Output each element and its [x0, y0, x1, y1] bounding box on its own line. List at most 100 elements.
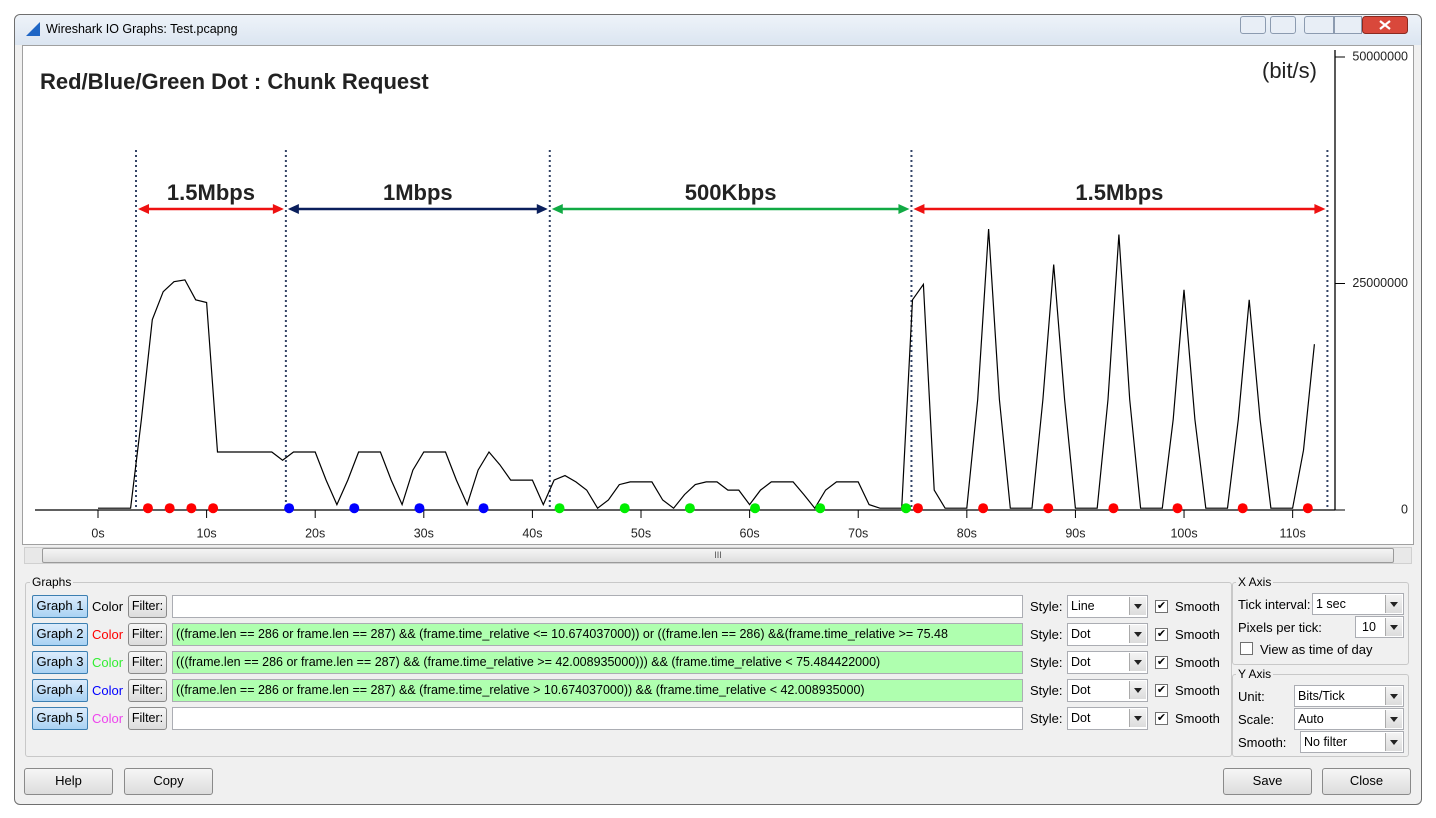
help-button[interactable]: Help	[24, 768, 113, 795]
app-icon	[26, 22, 40, 36]
x-tick-label: 60s	[740, 526, 760, 540]
dropdown-arrow	[1129, 681, 1146, 699]
dropdown-arrow	[1385, 595, 1402, 613]
style-value: Dot	[1071, 711, 1091, 725]
filter-input[interactable]	[172, 707, 1023, 730]
y-tick-label: 0	[1401, 502, 1408, 516]
x-tick-label: 50s	[631, 526, 651, 540]
x-tick-label: 40s	[522, 526, 542, 540]
chunk-request-dot	[684, 503, 695, 514]
filter-input[interactable]: (((frame.len == 286 or frame.len == 287)…	[172, 651, 1023, 674]
graph-button[interactable]: Graph 5	[32, 707, 88, 730]
y-axis-group	[1232, 674, 1409, 757]
traffic-line	[98, 229, 1315, 510]
title-bar	[15, 15, 1421, 45]
x-axis-group	[1232, 582, 1409, 665]
style-value: Dot	[1071, 683, 1091, 697]
smooth-checkbox[interactable]: ✔	[1155, 656, 1168, 669]
chunk-request-dot	[978, 503, 989, 514]
dropdown-arrow	[1385, 618, 1402, 636]
chunk-request-dot	[284, 503, 295, 514]
y-tick-label: 50000000	[1352, 49, 1408, 63]
nav-button[interactable]	[1240, 16, 1266, 34]
smooth-checkbox[interactable]: ✔	[1155, 684, 1168, 697]
arrow-head	[536, 204, 548, 214]
scale-label: Scale:	[1238, 712, 1275, 727]
close-button[interactable]: Close	[1322, 768, 1411, 795]
chunk-request-dot	[619, 503, 630, 514]
color-label[interactable]: Color	[92, 711, 124, 726]
chunk-request-dot	[901, 503, 912, 514]
filter-button[interactable]: Filter:	[128, 651, 167, 674]
smooth-checkbox[interactable]: ✔	[1155, 712, 1168, 725]
arrow-head	[898, 204, 910, 214]
restore-view-button[interactable]	[1270, 16, 1296, 34]
graph-button[interactable]: Graph 3	[32, 651, 88, 674]
dropdown-arrow	[1385, 710, 1402, 728]
bitrate-label: 1.5Mbps	[167, 180, 255, 205]
arrow-head	[138, 204, 150, 214]
pixels-per-tick-select[interactable]: 10	[1355, 616, 1404, 638]
tick-interval-label: Tick interval:	[1238, 597, 1311, 612]
style-select[interactable]: Dot	[1067, 679, 1148, 702]
style-select[interactable]: Dot	[1067, 623, 1148, 646]
close-window-button[interactable]	[1362, 16, 1408, 34]
maximize-button[interactable]	[1334, 16, 1362, 34]
style-label: Style:	[1030, 599, 1063, 614]
style-select[interactable]: Line	[1067, 595, 1148, 618]
copy-button[interactable]: Copy	[124, 768, 213, 795]
x-tick-label: 110s	[1280, 526, 1306, 540]
bitrate-label: 1.5Mbps	[1075, 180, 1163, 205]
smooth-label: Smooth	[1175, 711, 1220, 726]
graph-button[interactable]: Graph 4	[32, 679, 88, 702]
style-label: Style:	[1030, 683, 1063, 698]
filter-button[interactable]: Filter:	[128, 707, 167, 730]
smooth-label: Smooth	[1175, 683, 1220, 698]
filter-button[interactable]: Filter:	[128, 679, 167, 702]
chunk-request-dot	[186, 503, 197, 514]
unit-value: Bits/Tick	[1298, 689, 1345, 703]
filter-button[interactable]: Filter:	[128, 623, 167, 646]
scale-value: Auto	[1298, 712, 1324, 726]
chunk-request-dot	[1237, 503, 1248, 514]
dropdown-arrow	[1385, 733, 1402, 751]
color-label[interactable]: Color	[92, 683, 124, 698]
tick-interval-select[interactable]: 1 sec	[1312, 593, 1404, 615]
scroll-thumb[interactable]: III	[42, 548, 1394, 563]
color-label[interactable]: Color	[92, 655, 124, 670]
x-tick-label: 90s	[1065, 526, 1085, 540]
filter-button[interactable]: Filter:	[128, 595, 167, 618]
x-axis-group-title: X Axis	[1236, 575, 1274, 589]
arrow-head	[287, 204, 299, 214]
smooth-select[interactable]: No filter	[1300, 731, 1404, 753]
smooth-checkbox[interactable]: ✔	[1155, 600, 1168, 613]
minimize-button[interactable]	[1304, 16, 1334, 34]
graph-button[interactable]: Graph 1	[32, 595, 88, 618]
graph-button[interactable]: Graph 2	[32, 623, 88, 646]
filter-input[interactable]: ((frame.len == 286 or frame.len == 287) …	[172, 623, 1023, 646]
smooth-checkbox[interactable]: ✔	[1155, 628, 1168, 641]
arrow-head	[551, 204, 563, 214]
y-axis-label: (bit/s)	[1262, 58, 1317, 83]
filter-input[interactable]: ((frame.len == 286 or frame.len == 287) …	[172, 679, 1023, 702]
color-label[interactable]: Color	[92, 599, 124, 614]
tick-interval-value: 1 sec	[1316, 597, 1346, 611]
plot-area	[22, 45, 1414, 545]
save-button[interactable]: Save	[1223, 768, 1312, 795]
time-of-day-checkbox[interactable]	[1240, 642, 1253, 655]
bitrate-label: 1Mbps	[383, 180, 453, 205]
chunk-request-dot	[1108, 503, 1119, 514]
filter-input[interactable]	[172, 595, 1023, 618]
style-select[interactable]: Dot	[1067, 707, 1148, 730]
unit-select[interactable]: Bits/Tick	[1294, 685, 1404, 707]
style-select[interactable]: Dot	[1067, 651, 1148, 674]
x-tick-label: 70s	[848, 526, 868, 540]
color-label[interactable]: Color	[92, 627, 124, 642]
style-value: Dot	[1071, 655, 1091, 669]
smooth-value: No filter	[1304, 735, 1348, 749]
pixels-per-tick-value: 10	[1362, 620, 1376, 634]
scale-select[interactable]: Auto	[1294, 708, 1404, 730]
chunk-request-dot	[349, 503, 360, 514]
smooth-label: Smooth	[1175, 627, 1220, 642]
x-tick-label: 80s	[957, 526, 977, 540]
